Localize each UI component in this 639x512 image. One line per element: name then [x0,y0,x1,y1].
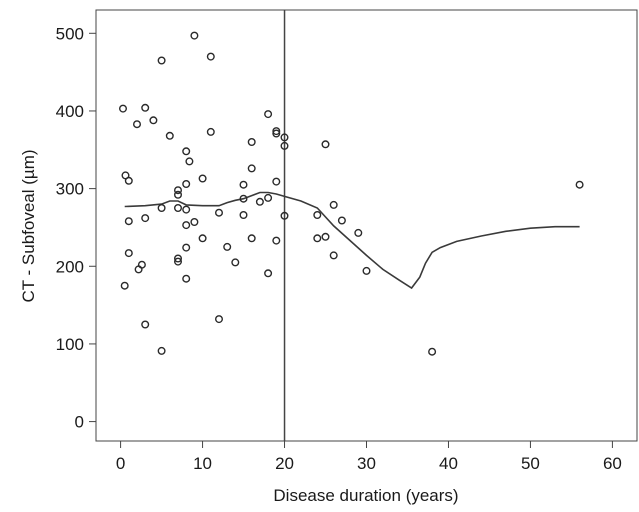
data-point [428,347,437,356]
data-point [124,217,133,226]
data-point [182,221,191,230]
data-point [272,177,281,186]
data-point [264,110,273,119]
y-tick-label: 100 [56,335,84,354]
data-point [280,133,289,142]
data-point [182,243,191,252]
data-point [255,197,264,206]
data-point [313,234,322,243]
data-point [185,157,194,166]
data-point [231,258,240,267]
data-point [173,190,182,199]
data-point [182,205,191,214]
data-point [272,127,281,136]
data-point [173,203,182,212]
fit-line [124,191,580,290]
data-point [165,131,174,140]
data-point [206,127,215,136]
data-point [190,217,199,226]
data-point [157,346,166,355]
x-tick-label: 40 [439,454,458,473]
data-point [223,242,232,251]
data-point [247,164,256,173]
data-point [354,228,363,237]
data-point [247,234,256,243]
data-point [321,232,330,241]
data-point [141,214,150,223]
data-point [141,103,150,112]
plot-area-frame [95,9,638,442]
x-tick-label: 0 [116,454,125,473]
data-point [157,203,166,212]
data-point [149,116,158,125]
data-point [239,180,248,189]
y-tick-label: 200 [56,257,84,276]
data-point [137,260,146,269]
data-point [124,249,133,258]
data-point [182,179,191,188]
data-point [575,180,584,189]
data-point [272,129,281,138]
data-point [120,281,129,290]
x-tick-label: 50 [521,454,540,473]
data-point [182,274,191,283]
data-point [313,210,322,219]
data-point [132,120,141,129]
data-point [141,320,150,329]
data-point [190,31,199,40]
data-point [173,254,182,263]
data-point [264,193,273,202]
y-axis-title: CT - Subfoveal (µm) [19,149,38,302]
y-tick-label: 300 [56,180,84,199]
x-tick-label: 20 [275,454,294,473]
y-tick-label: 500 [56,24,84,43]
y-tick-label: 400 [56,102,84,121]
x-axis-title: Disease duration (years) [273,486,458,505]
data-point [182,147,191,156]
data-point [272,236,281,245]
data-point [362,266,371,275]
data-point [214,208,223,217]
y-axis: 0 100 200 300 400 500 [56,24,96,432]
data-point [206,52,215,61]
data-point [239,210,248,219]
data-point [264,269,273,278]
x-axis: 0 10 20 30 40 50 60 [116,441,622,473]
data-point [214,315,223,324]
data-point [124,176,133,185]
data-point [157,56,166,65]
data-point [198,174,207,183]
data-point [118,104,127,113]
data-point [337,216,346,225]
data-point [239,194,248,203]
x-tick-label: 10 [193,454,212,473]
x-tick-label: 30 [357,454,376,473]
data-point [280,141,289,150]
data-point [198,234,207,243]
data-points [118,31,584,356]
x-tick-label: 60 [603,454,622,473]
data-point [329,200,338,209]
y-tick-label: 0 [75,413,84,432]
data-point [173,257,182,266]
data-point [321,140,330,149]
data-point [134,265,143,274]
data-point [173,186,182,195]
data-point [247,137,256,146]
data-point [280,211,289,220]
data-point [329,251,338,260]
